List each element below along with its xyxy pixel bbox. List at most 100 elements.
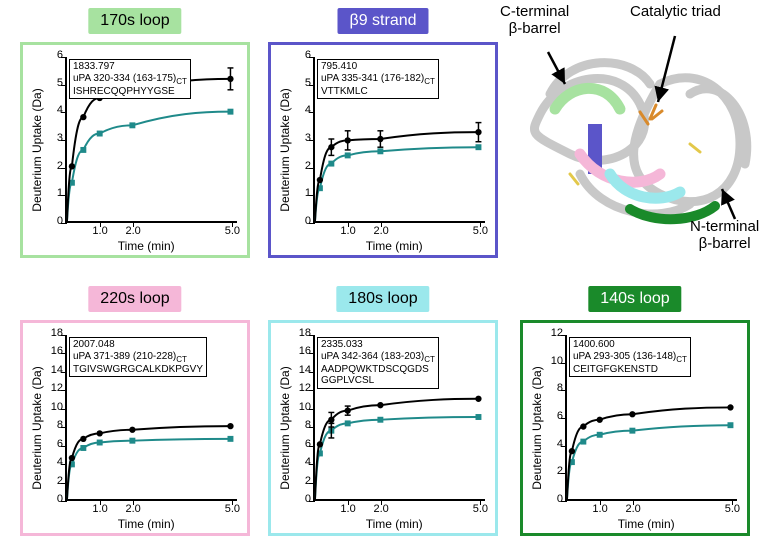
- beta9-ytick: 3: [289, 132, 311, 144]
- loop140-marker-a: [597, 417, 603, 423]
- loop220-ytick: 10: [41, 401, 63, 413]
- beta9-info-seqline: uPA 335-341 (176-182)CT: [321, 73, 435, 86]
- loop140-ytick: 0: [541, 493, 563, 505]
- loop170-xlabel: Time (min): [118, 239, 175, 253]
- loop220-ytick: 18: [41, 327, 63, 339]
- loop170-ytick: 4: [41, 104, 63, 116]
- loop220-marker-a: [80, 436, 86, 442]
- loop180-info-mass: 2335.033: [321, 339, 435, 351]
- loop180-ytick: 18: [289, 327, 311, 339]
- loop140-plot: 1.02.05.00246810121400.600uPA 293-305 (1…: [565, 335, 737, 501]
- loop140-marker-b: [727, 422, 733, 428]
- loop140-ytick: 10: [541, 355, 563, 367]
- beta9-ytick: 5: [289, 77, 311, 89]
- loop180-marker-a: [317, 441, 323, 447]
- loop220-ytick: 16: [41, 345, 63, 357]
- loop220-marker-b: [80, 445, 86, 451]
- loop170-series-b: [67, 112, 230, 221]
- loop220-series-a: [67, 426, 230, 499]
- loop220-marker-b: [97, 440, 103, 446]
- loop140-marker-a: [569, 448, 575, 454]
- loop220-marker-a: [129, 427, 135, 433]
- loop220-ytick: 6: [41, 438, 63, 450]
- loop170-info: 1833.797uPA 320-334 (163-175)CTISHRECQQP…: [69, 59, 191, 99]
- region-170s: [555, 88, 620, 109]
- loop140-info: 1400.600uPA 293-305 (136-148)CTCEITGFGKE…: [569, 337, 691, 377]
- loop140-ytick: 12: [541, 327, 563, 339]
- loop180-ytick: 12: [289, 382, 311, 394]
- beta9-tag: β9 strand: [337, 8, 428, 34]
- loop170-marker-a: [69, 163, 75, 169]
- loop170-plot: 1.02.05.001234561833.797uPA 320-334 (163…: [65, 57, 237, 223]
- loop180-marker-a: [377, 402, 383, 408]
- label-nt-barrel: N-terminalβ-barrel: [690, 219, 759, 252]
- beta9-info: 795.410uPA 335-341 (176-182)CTVTTKMLC: [317, 59, 439, 99]
- beta9-marker-b: [475, 144, 481, 150]
- beta9-panel: Deuterium Uptake (Da)Time (min)1.02.05.0…: [268, 42, 498, 258]
- beta9-ytick: 1: [289, 187, 311, 199]
- label-ct-barrel: C-terminalβ-barrel: [500, 4, 569, 37]
- loop220-info-seqline: uPA 371-389 (210-228)CT: [73, 351, 203, 364]
- loop180-series-b: [315, 417, 478, 499]
- loop220-marker-a: [69, 455, 75, 461]
- loop220-marker-b: [227, 436, 233, 442]
- loop180-info-sequence2: GGPLVCSL: [321, 375, 435, 387]
- loop170-marker-b: [129, 122, 135, 128]
- loop140-ytick: 6: [541, 410, 563, 422]
- loop140-panel: Deuterium Uptake (Da)Time (min)1.02.05.0…: [520, 320, 750, 536]
- loop140-marker-b: [580, 439, 586, 445]
- loop220-marker-a: [97, 430, 103, 436]
- loop180-ytick: 6: [289, 438, 311, 450]
- protein-structure: C-terminalβ-barrelCatalytic triadN-termi…: [510, 24, 770, 264]
- loop170-ytick: 3: [41, 132, 63, 144]
- loop220-info-mass: 2007.048: [73, 339, 203, 351]
- loop180-marker-b: [377, 417, 383, 423]
- loop220-ytick: 8: [41, 419, 63, 431]
- loop170-ytick: 2: [41, 160, 63, 172]
- loop180-ytick: 14: [289, 364, 311, 376]
- loop220-marker-a: [227, 423, 233, 429]
- loop140-series-a: [567, 407, 730, 499]
- loop140-info-mass: 1400.600: [573, 339, 687, 351]
- loop170-marker-b: [97, 131, 103, 137]
- beta9-ytick: 2: [289, 160, 311, 172]
- loop140-ytick: 4: [541, 438, 563, 450]
- loop180-ytick: 16: [289, 345, 311, 357]
- loop140-marker-a: [727, 404, 733, 410]
- arrow-cat: [658, 36, 675, 102]
- loop180-tag: 180s loop: [336, 286, 429, 312]
- loop170-info-sequence: ISHRECQQPHYYGSE: [73, 86, 187, 98]
- loop220-xlabel: Time (min): [118, 517, 175, 531]
- loop170-series-a: [67, 79, 230, 221]
- loop220-info-sequence: TGIVSWGRGCALKDKPGVY: [73, 364, 203, 376]
- beta9-marker-b: [328, 161, 334, 167]
- loop220-ytick: 12: [41, 382, 63, 394]
- loop140-xlabel: Time (min): [618, 517, 675, 531]
- loop170-ytick: 5: [41, 77, 63, 89]
- loop180-panel: Deuterium Uptake (Da)Time (min)1.02.05.0…: [268, 320, 498, 536]
- loop170-ytick: 6: [41, 49, 63, 61]
- loop180-info-seqline: uPA 342-364 (183-203)CT: [321, 351, 435, 364]
- beta9-series-a: [315, 132, 478, 221]
- loop220-ytick: 4: [41, 456, 63, 468]
- loop220-ytick: 2: [41, 475, 63, 487]
- loop140-series-b: [567, 425, 730, 499]
- loop180-xlabel: Time (min): [366, 517, 423, 531]
- loop140-tag: 140s loop: [588, 286, 681, 312]
- loop140-info-sequence: CEITGFGKENSTD: [573, 364, 687, 376]
- loop180-ytick: 8: [289, 419, 311, 431]
- loop170-tag: 170s loop: [88, 8, 181, 34]
- loop220-ytick: 0: [41, 493, 63, 505]
- loop140-ytick: 8: [541, 382, 563, 394]
- loop140-marker-a: [629, 411, 635, 417]
- beta9-xlabel: Time (min): [366, 239, 423, 253]
- loop140-marker-b: [597, 432, 603, 438]
- loop180-series-a: [315, 399, 478, 499]
- loop140-marker-a: [580, 423, 586, 429]
- loop220-plot: 1.02.05.00246810121416182007.048uPA 371-…: [65, 335, 237, 501]
- loop140-marker-b: [629, 428, 635, 434]
- loop170-info-seqline: uPA 320-334 (163-175)CT: [73, 73, 187, 86]
- loop170-ytick: 0: [41, 215, 63, 227]
- loop180-ytick: 4: [289, 456, 311, 468]
- loop220-tag: 220s loop: [88, 286, 181, 312]
